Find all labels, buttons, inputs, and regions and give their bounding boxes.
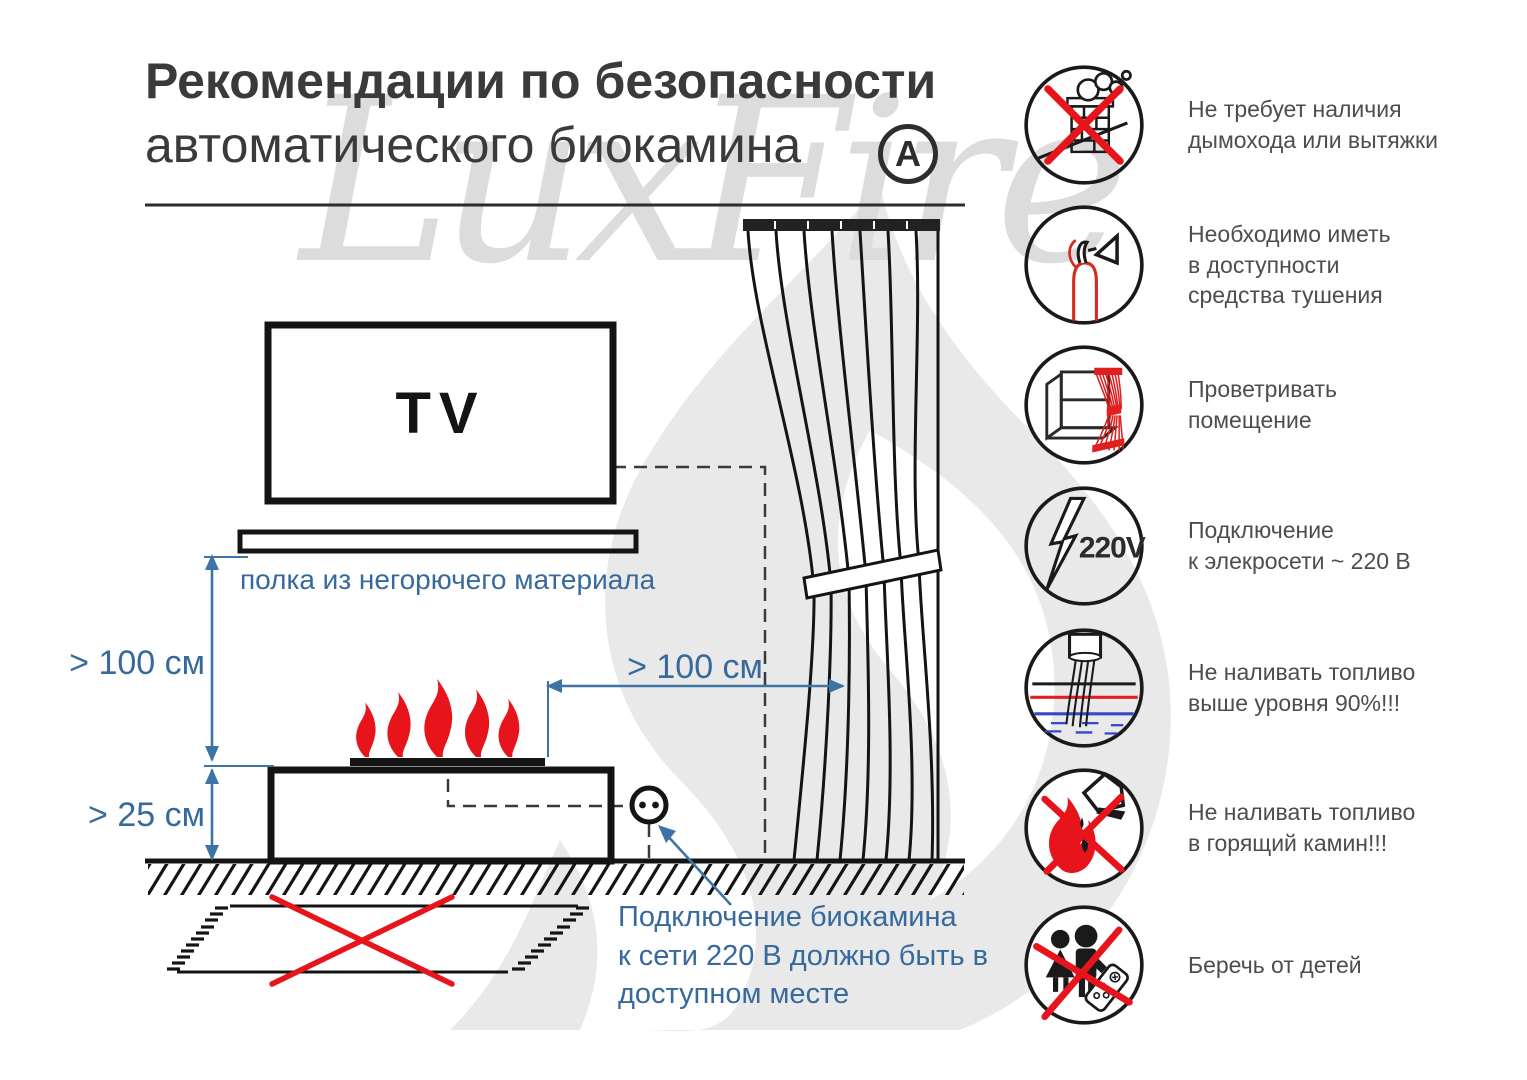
safety-row-fuel-level: Не наливать топливо выше уровня 90%!!! — [1022, 624, 1512, 752]
tv-label: TV — [395, 380, 486, 446]
safety-row-no-chimney: Не требует наличия дымохода или вытяжки — [1022, 61, 1512, 189]
flames-icon — [356, 679, 520, 757]
safety-row-extinguisher: Необходимо иметь в доступности средства … — [1022, 201, 1512, 329]
watermark-text: LuxFire — [300, 48, 1130, 314]
power-outlet-icon — [629, 785, 669, 825]
fireplace-box — [267, 766, 615, 865]
safety-caption: Необходимо иметь в доступности средства … — [1188, 221, 1391, 309]
no-chimney-icon — [1024, 65, 1144, 185]
safety-caption: Беречь от детей — [1188, 951, 1362, 978]
page-title-line1: Рекомендации по безопасности — [145, 53, 937, 109]
safety-row-children: Беречь от детей — [1022, 901, 1512, 1029]
curtain — [743, 219, 943, 861]
safety-caption: Проветривать помещение — [1188, 376, 1338, 433]
safety-row-ventilate: Проветривать помещение — [1022, 341, 1512, 469]
power-220v-icon: 220V — [1024, 486, 1146, 606]
carpet-cross-icon — [269, 894, 455, 987]
fire-extinguisher-icon — [1024, 205, 1144, 325]
safety-caption: Не наливать топливо выше уровня 90%!!! — [1188, 659, 1416, 716]
floor-hatch — [148, 864, 964, 895]
carpet-fringe-right — [512, 906, 589, 971]
power-220v-label: 220V — [1079, 531, 1146, 564]
page-title-line2: автоматического биокамина — [145, 117, 802, 173]
dimension-lines — [204, 554, 845, 861]
marker-a-badge: A — [878, 124, 938, 184]
safety-caption: Подключение к элекросети ~ 220 В — [1188, 517, 1411, 574]
safety-row-power: 220V Подключение к элекросети ~ 220 В — [1022, 482, 1512, 610]
outlet-note: Подключение биокамина к сети 220 В должн… — [618, 901, 989, 1011]
tv-cable-dashed — [613, 465, 767, 859]
ventilate-room-icon — [1024, 345, 1144, 465]
carpet — [167, 904, 589, 974]
dim-floor-height-label: > 25 см — [88, 796, 205, 834]
carpet-fringe-left — [167, 906, 228, 971]
curtain-tie — [802, 548, 943, 600]
outlet-arrow-icon — [658, 825, 732, 906]
shelf-label: полка из негорючего материала — [240, 564, 656, 595]
dim-curtain-distance-label: > 100 см — [627, 648, 763, 686]
safety-caption: Не наливать топливо в горящий камин!!! — [1188, 799, 1416, 856]
tv-box — [264, 321, 617, 505]
no-refill-burning-icon — [1024, 768, 1144, 888]
fireplace-cable-dashed — [446, 779, 651, 859]
dim-shelf-height-label: > 100 см — [69, 644, 205, 682]
fuel-level-icon — [1024, 628, 1144, 748]
keep-from-children-icon — [1024, 905, 1144, 1025]
shelf — [237, 529, 639, 554]
safety-caption: Не требует наличия дымохода или вытяжки — [1188, 96, 1438, 153]
safety-row-no-refill: Не наливать топливо в горящий камин!!! — [1022, 764, 1512, 892]
